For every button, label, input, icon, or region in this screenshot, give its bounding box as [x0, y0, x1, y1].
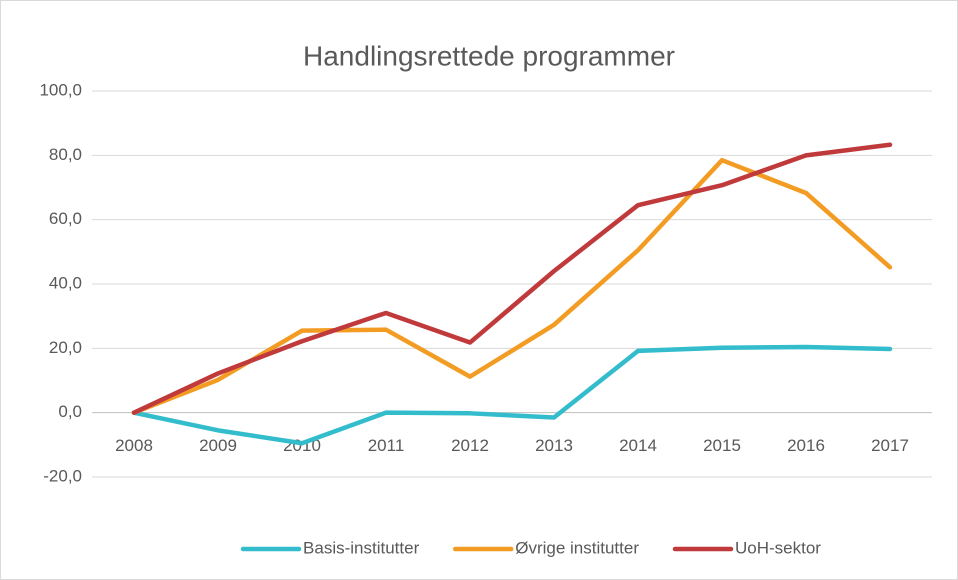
- y-tick-label: 40,0: [49, 273, 82, 292]
- y-tick-label: 100,0: [39, 80, 82, 99]
- x-tick-label: 2012: [451, 436, 489, 455]
- x-tick-label: 2017: [871, 436, 909, 455]
- legend-label: Øvrige institutter: [515, 538, 639, 557]
- chart-title: Handlingsrettede programmer: [303, 40, 675, 71]
- series-line: [131, 344, 893, 446]
- x-tick-label: 2014: [619, 436, 657, 455]
- x-tick-label: 2016: [787, 436, 825, 455]
- y-tick-label: 20,0: [49, 338, 82, 357]
- x-tick-label: 2009: [199, 436, 237, 455]
- y-tick-label: -20,0: [43, 466, 82, 485]
- y-tick-label: 0,0: [58, 402, 82, 421]
- series-line: [131, 142, 893, 415]
- y-tick-label: 80,0: [49, 145, 82, 164]
- legend-label: Basis-institutter: [303, 538, 420, 557]
- x-tick-label: 2013: [535, 436, 573, 455]
- x-tick-label: 2015: [703, 436, 741, 455]
- y-tick-label: 60,0: [49, 209, 82, 228]
- x-tick-label: 2008: [115, 436, 153, 455]
- x-tick-label: 2011: [368, 436, 405, 455]
- legend-label: UoH-sektor: [735, 538, 821, 557]
